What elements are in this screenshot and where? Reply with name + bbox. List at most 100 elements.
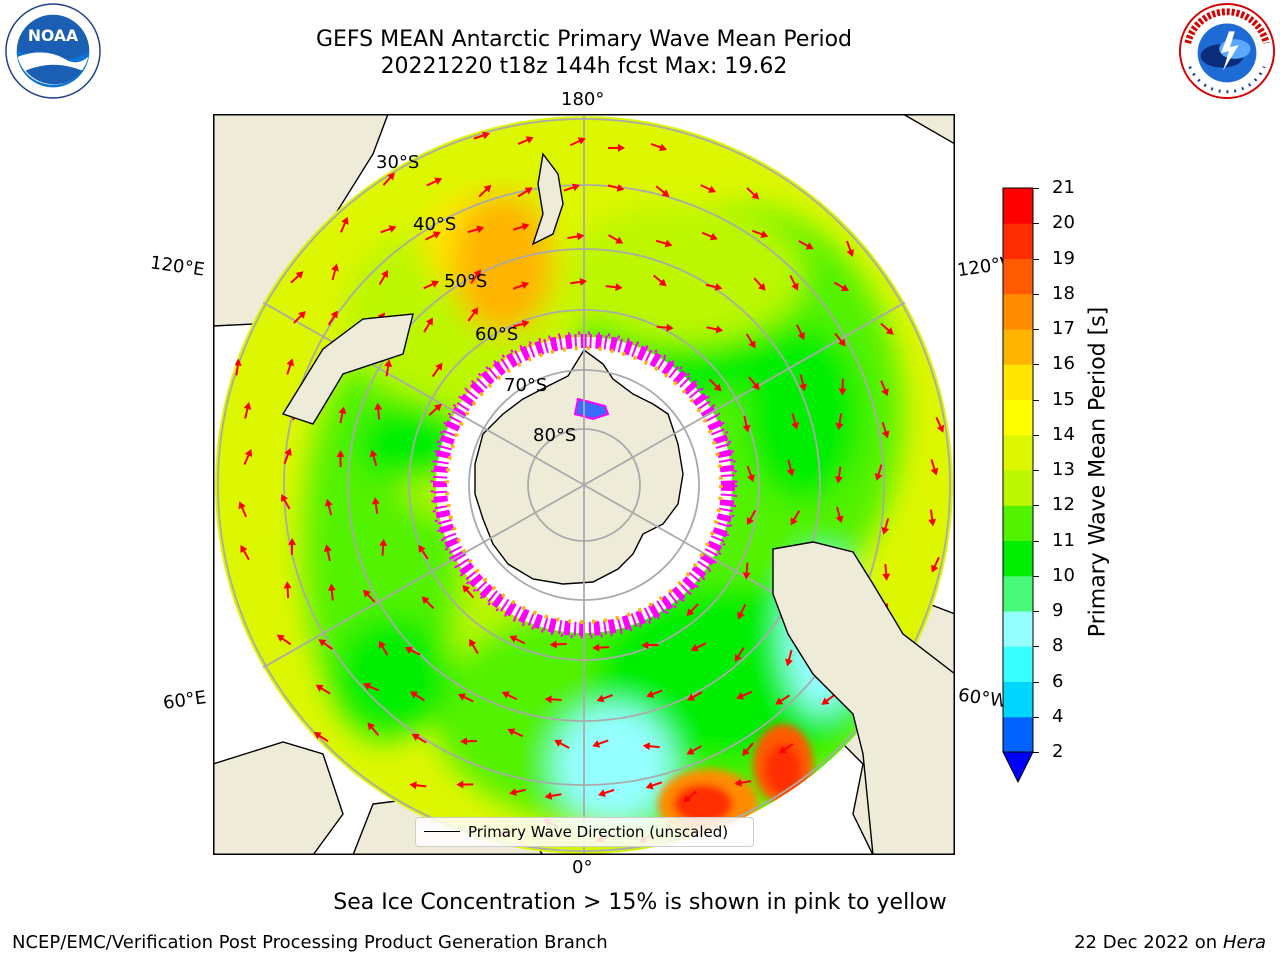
lat-label-30s: 30°S [376,152,420,173]
legend-label: Primary Wave Direction (unscaled) [468,823,729,841]
wave-arrow-head [686,747,695,755]
wave-arrow-head [592,740,601,748]
wave-arrow-head [747,474,755,483]
lat-label-60s: 60°S [475,324,519,345]
wave-arrow-head [748,340,756,349]
wave-arrow-head [482,131,490,140]
wave-direction-arrows [233,131,945,843]
wave-arrow-head [642,742,651,751]
map-title: GEFS MEAN Antarctic Primary Wave Mean Pe… [315,27,853,52]
wave-arrow-head [821,697,830,705]
wave-arrow-head [616,183,625,192]
colorbar-cell [1003,434,1033,471]
colorbar [1002,187,1034,784]
wave-arrow-head [327,583,336,591]
wave-arrow-head [323,544,332,552]
wave-arrow-head [244,449,253,458]
wave-arrow-head [549,640,557,649]
wave-arrow-head [791,421,799,430]
colorbar-cell [1003,575,1033,612]
colorbar-cell [1003,258,1033,295]
colorbar-cell [1003,611,1033,647]
wave-arrow-head [596,694,605,703]
colorbar-tick: 6 [1052,670,1064,692]
wave-arrow-head [881,430,890,439]
wave-arrow-head [758,282,766,291]
colorbar-cell [1003,646,1033,682]
colorbar-tick: 21 [1052,177,1075,198]
wave-arrow-head [460,737,468,746]
wave-arrow-head [645,781,654,790]
wave-arrow-head [381,269,389,278]
wave-arrow-head [331,263,339,272]
wave-arrow-head [734,653,742,662]
wave-arrow-head [615,236,624,244]
wave-arrow-head [431,280,440,288]
colorbar-tick: 17 [1052,318,1075,339]
wave-arrow-head [799,383,807,392]
wave-arrow-head [363,682,372,691]
colorbar-cell [1003,293,1033,330]
wave-arrow-head [418,544,426,553]
wave-arrow-head [434,177,443,185]
colorbar-tick-mark [1033,681,1039,683]
colorbar-tick: 20 [1052,212,1075,234]
colorbar-tick-mark [1033,329,1039,330]
lon-label-180: 180° [561,89,605,110]
wave-arrow-head [521,222,530,231]
wave-arrow-head [544,791,553,800]
colorbar-tick-mark [1033,258,1039,260]
colorbar-tick: 8 [1052,635,1064,657]
wave-arrow-head [318,639,327,647]
wave-arrow-head [409,691,419,699]
lon-label-0: 0° [572,857,593,878]
wave-arrow-head [734,778,742,787]
wave-arrow-head [790,517,798,526]
wave-arrow-head [715,325,724,334]
colorbar-tick-mark [1033,716,1039,718]
wave-arrow-head [846,249,855,258]
wave-arrow-head [421,596,430,605]
wave-arrow-head [709,232,718,241]
colorbar-cell [1003,364,1033,400]
wave-arrow-head [298,311,306,319]
wave-arrow-head [835,422,844,431]
wave-arrow-head [931,564,939,573]
polar-map [213,114,955,855]
wave-arrow-head [462,584,471,593]
wave-arrow-head [281,494,289,503]
wave-arrow-head [336,449,345,457]
wave-arrow-head [646,690,655,698]
wave-arrow-head [713,383,722,392]
wave-arrow-head [338,406,347,415]
map-subtitle: 20221220 t18z 144h fcst Max: 19.62 [380,54,788,79]
colorbar-cell [1003,505,1033,541]
nws-logo [1178,2,1276,100]
wave-arrow-head [658,278,667,287]
wave-arrow-head [509,635,518,643]
wave-arrow-head [243,401,252,410]
wave-arrow-head [690,644,699,652]
lon-label-120e: 120°E [148,252,206,281]
colorbar-tick-mark [1033,293,1039,295]
colorbar-tick: 2 [1052,741,1064,762]
date-text: 22 Dec 2022 on Hera [1074,932,1266,953]
wave-arrow-head [276,634,285,642]
wave-arrow-head [708,185,717,193]
wave-arrow-head [834,476,843,484]
wave-arrow-head [544,695,552,704]
wave-arrow-head [778,746,787,754]
wave-arrow-head [238,501,246,510]
wave-arrow-head [286,358,295,367]
wave-arrow-head [367,722,376,731]
wave-arrow-head [885,327,894,335]
wave-arrow-head [683,794,692,803]
wave-arrow-head [240,544,248,553]
colorbar-tick-mark [1033,223,1039,225]
wave-arrow-head [840,284,849,292]
wave-arrow-head [378,640,386,649]
wave-arrow-head [384,359,393,368]
wave-arrow-head [470,307,479,316]
antarctica [474,348,684,585]
colorbar-tick: 13 [1052,459,1075,480]
